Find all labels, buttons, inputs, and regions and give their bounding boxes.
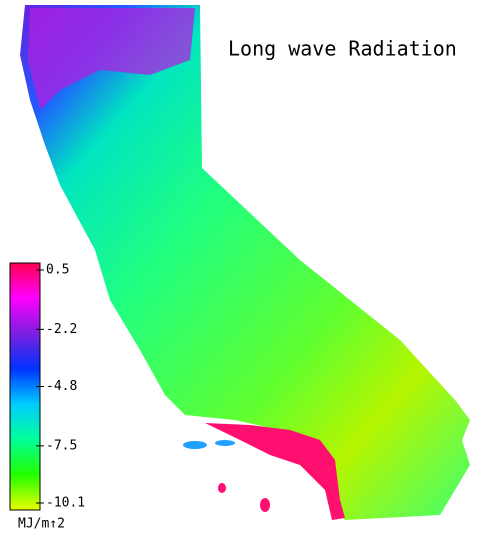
colorbar-tick-label: -2.2: [46, 322, 77, 337]
north-high-region: [28, 8, 195, 110]
colorbar-tick-label: -4.8: [46, 379, 77, 394]
colorbar-tick-label: -10.1: [46, 496, 85, 511]
island: [215, 440, 235, 446]
map-title: Long wave Radiation: [228, 37, 457, 61]
colorbar-tick-label: -7.5: [46, 438, 77, 453]
colorbar: [9, 262, 41, 511]
island: [260, 498, 270, 512]
island: [183, 441, 207, 449]
south-high-region: [205, 423, 345, 520]
island: [218, 483, 226, 493]
colorbar-tick-label: 0.5: [46, 263, 69, 278]
state-shape: [20, 5, 470, 520]
colorbar-unit: MJ/m↑2: [18, 517, 65, 532]
